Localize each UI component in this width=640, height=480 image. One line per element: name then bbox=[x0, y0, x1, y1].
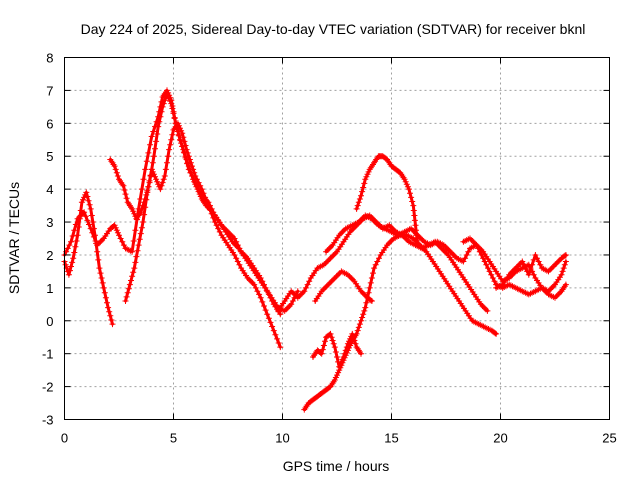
x-axis-label: GPS time / hours bbox=[283, 458, 390, 474]
satellite-track-8-band bbox=[355, 154, 420, 247]
y-tick-label: 6 bbox=[46, 116, 53, 131]
axis-ticks: 0 5 10 15 20 25 -3 -2 -1 0 1 2 3 4 5 6 7 8 bbox=[42, 51, 617, 446]
satellite-track-7-markers bbox=[310, 330, 364, 370]
satellite-track-3-markers bbox=[107, 90, 301, 314]
y-tick-label: 7 bbox=[46, 83, 53, 98]
x-tick-label: 25 bbox=[602, 431, 616, 446]
satellite-track-4 bbox=[122, 120, 284, 351]
satellite-track-2 bbox=[61, 189, 116, 328]
y-tick-label: -1 bbox=[42, 347, 54, 362]
x-tick-label: 15 bbox=[384, 431, 398, 446]
data-series bbox=[61, 87, 569, 413]
satellite-track-11-markers bbox=[493, 252, 569, 291]
y-axis-label: SDTVAR / TECUs bbox=[6, 182, 22, 294]
y-tick-label: 4 bbox=[46, 182, 53, 197]
y-tick-label: 2 bbox=[46, 248, 53, 263]
y-tick-label: 8 bbox=[46, 51, 53, 66]
satellite-track-7 bbox=[310, 330, 364, 370]
y-tick-label: -2 bbox=[42, 380, 54, 395]
chart-title: Day 224 of 2025, Sidereal Day-to-day VTE… bbox=[81, 21, 586, 37]
x-tick-label: 20 bbox=[493, 431, 507, 446]
satellite-track-8-markers bbox=[353, 153, 421, 249]
y-tick-label: 3 bbox=[46, 215, 53, 230]
satellite-track-11 bbox=[493, 252, 569, 291]
y-tick-label: 0 bbox=[46, 314, 53, 329]
satellite-track-10 bbox=[460, 235, 569, 301]
satellite-track-8 bbox=[353, 153, 421, 249]
x-tick-label: 10 bbox=[275, 431, 289, 446]
y-tick-label: -3 bbox=[42, 413, 54, 428]
satellite-track-4-markers bbox=[122, 120, 284, 351]
x-tick-label: 0 bbox=[61, 431, 68, 446]
satellite-track-12 bbox=[312, 268, 375, 304]
y-tick-label: 5 bbox=[46, 149, 53, 164]
y-tick-label: 1 bbox=[46, 281, 53, 296]
satellite-track-3 bbox=[107, 90, 301, 314]
satellite-track-12-markers bbox=[312, 268, 375, 304]
x-tick-label: 5 bbox=[170, 431, 177, 446]
plot-frame bbox=[64, 57, 610, 420]
